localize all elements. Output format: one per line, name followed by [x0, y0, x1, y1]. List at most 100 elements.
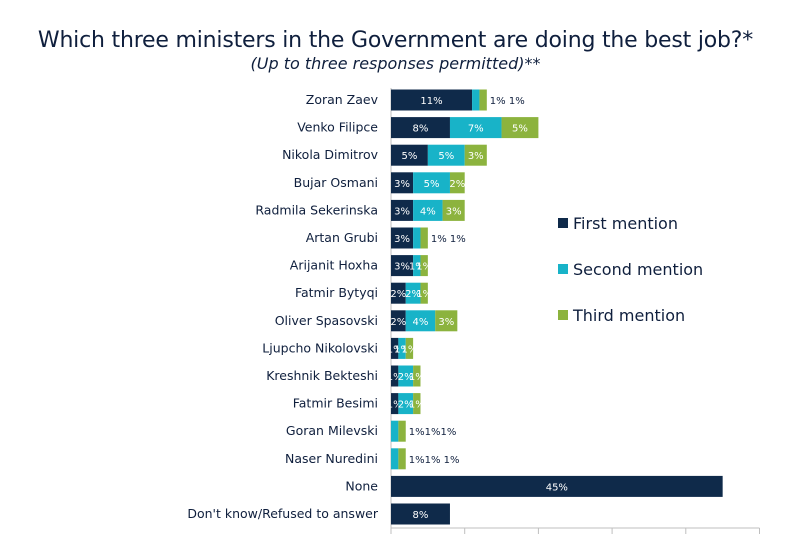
outside-data-label: 1%1%1%	[409, 427, 457, 438]
legend-item-third: Third mention	[558, 306, 703, 325]
legend-swatch-first	[558, 218, 568, 228]
bar-segment-third	[442, 199, 465, 221]
data-label: 3%	[468, 151, 484, 162]
data-label: 5%	[401, 151, 417, 162]
category-label: Don't know/Refused to answer	[187, 506, 379, 521]
bar-segment-second	[413, 255, 421, 277]
data-label: 11%	[420, 96, 442, 107]
bar-segment-first	[391, 89, 473, 111]
bar-segment-third	[464, 144, 487, 166]
legend-item-first: First mention	[558, 213, 703, 233]
bar-segment-second	[405, 282, 421, 304]
category-label: Fatmir Bytyqi	[295, 285, 378, 300]
category-label: Venko Filipce	[297, 120, 378, 135]
chart-subtitle: (Up to three responses permitted)**	[250, 54, 541, 73]
chart-legend: First mention Second mention Third menti…	[558, 214, 703, 352]
bar-segment-first	[391, 365, 399, 387]
bar-segment-second	[391, 420, 399, 442]
category-label: Radmila Sekerinska	[255, 202, 378, 217]
data-label: 2%	[405, 289, 421, 300]
data-label: 4%	[413, 317, 429, 328]
outside-data-label: 1%1% 1%	[409, 455, 460, 466]
data-label: 3%	[394, 206, 410, 217]
bar-segment-second	[413, 227, 421, 249]
bar-segment-first	[391, 172, 414, 194]
data-label: 1%	[387, 400, 403, 411]
bar-segment-second	[413, 199, 443, 221]
data-label: 1%	[409, 372, 425, 383]
bar-segment-first	[391, 393, 399, 415]
bar-segment-second	[427, 144, 465, 166]
bar-segment-second	[398, 393, 414, 415]
bar-segment-second	[398, 365, 414, 387]
legend-label-second: Second mention	[573, 259, 704, 279]
data-label: 1%	[409, 400, 425, 411]
bar-segment-third	[405, 337, 414, 359]
bar-segment-third	[413, 365, 421, 387]
bar-segment-second	[472, 89, 480, 111]
data-label: 8%	[413, 510, 429, 521]
data-label: 2%	[390, 289, 406, 300]
bar-segment-third	[479, 89, 487, 111]
data-label: 45%	[546, 482, 568, 493]
data-label: 1%	[409, 262, 425, 273]
bar-segment-third	[449, 172, 465, 194]
bar-segment-first	[391, 475, 723, 497]
category-label: Goran Milevski	[286, 423, 378, 438]
data-label: 7%	[468, 124, 484, 135]
bar-segment-second	[413, 172, 450, 194]
category-label: Bujar Osmani	[294, 175, 378, 190]
bar-segment-second	[398, 337, 406, 359]
bar-segment-third	[413, 393, 421, 415]
bar-segment-second	[405, 310, 436, 332]
category-label: Zoran Zaev	[306, 92, 379, 107]
bar-segment-third	[501, 117, 539, 139]
bar-segment-first	[391, 310, 406, 332]
bar-segment-second	[391, 448, 399, 470]
data-label: 3%	[394, 179, 410, 190]
data-label: 5%	[424, 179, 440, 190]
data-label: 1%	[401, 344, 417, 355]
legend-label-first: First mention	[573, 213, 678, 233]
legend-item-second: Second mention	[558, 259, 704, 279]
category-label: Naser Nuredini	[285, 451, 378, 466]
category-label: Artan Grubi	[306, 230, 378, 245]
bar-segment-first	[391, 117, 450, 139]
bar-segment-first	[391, 199, 414, 221]
category-label: None	[345, 478, 378, 493]
data-label: 3%	[438, 317, 454, 328]
legend-swatch-third	[558, 310, 568, 320]
outside-data-label: 1% 1%	[490, 96, 525, 107]
bar-segment-third	[398, 448, 406, 470]
chart-title: Which three ministers in the Government …	[37, 28, 754, 53]
category-label: Nikola Dimitrov	[282, 147, 379, 162]
bar-segment-first	[391, 282, 406, 304]
bar-segment-third	[420, 255, 428, 277]
category-label: Ljupcho Nikolovski	[262, 340, 378, 355]
category-label: Kreshnik Bekteshi	[266, 368, 378, 383]
bar-segment-third	[420, 227, 428, 249]
bar-segment-first	[391, 503, 450, 525]
data-label: 3%	[446, 206, 462, 217]
bar-segment-second	[449, 117, 502, 139]
category-label: Fatmir Besimi	[293, 396, 378, 411]
data-label: 3%	[394, 262, 410, 273]
data-label: 1%	[416, 289, 432, 300]
category-label: Oliver Spasovski	[275, 313, 378, 328]
data-label: 2%	[390, 317, 406, 328]
outside-data-label: 1% 1%	[431, 234, 466, 245]
data-label: 2%	[398, 400, 414, 411]
data-label: 1%	[387, 372, 403, 383]
bar-segment-first	[391, 144, 428, 166]
bar-segment-third	[420, 282, 428, 304]
data-label: 1%	[387, 344, 403, 355]
bar-segment-first	[391, 227, 414, 249]
bar-segment-first	[391, 255, 414, 277]
data-label: 2%	[398, 372, 414, 383]
data-label: 3%	[394, 234, 410, 245]
legend-swatch-second	[558, 264, 568, 274]
data-label: 4%	[420, 206, 436, 217]
data-label: 2%	[449, 179, 465, 190]
category-label: Arijanit Hoxha	[290, 258, 378, 273]
